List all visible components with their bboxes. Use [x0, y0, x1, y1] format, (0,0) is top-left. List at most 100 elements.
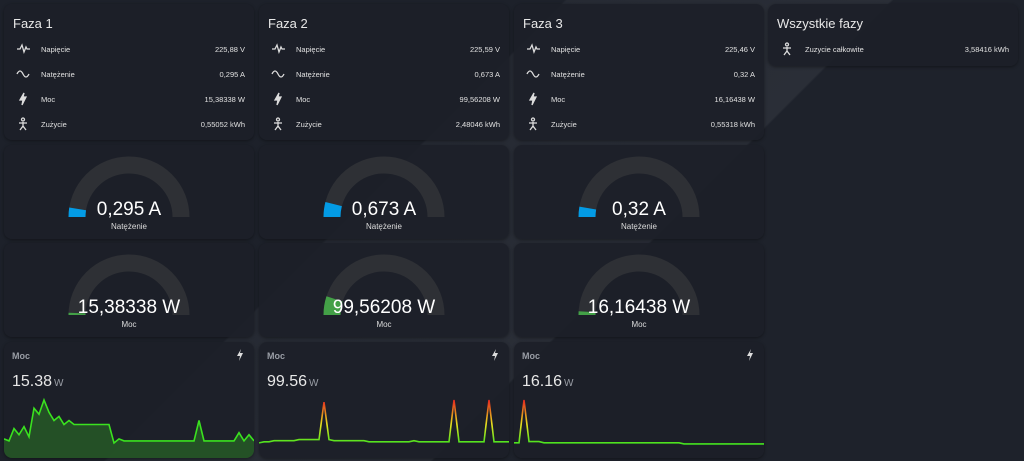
gauge-label: Natężenie [620, 222, 658, 231]
icon-path [237, 349, 243, 361]
icon-path [783, 42, 791, 56]
graph-unit: W [564, 378, 574, 389]
entity-row: Napięcie 225,59 V [259, 42, 509, 56]
gauge [323, 156, 445, 218]
gauge-track [68, 254, 190, 316]
icon-path [747, 349, 753, 361]
entity-label: Zużycie [551, 120, 577, 129]
icon-path [17, 43, 30, 55]
gauge-fill [323, 201, 342, 218]
entity-value: 0,295 A [219, 70, 245, 79]
icon [272, 43, 285, 55]
entity-row: Moc 99,56208 W [259, 92, 509, 106]
icon [16, 70, 30, 78]
entity-label: Zużycie [41, 120, 67, 129]
entity-label: Moc [41, 95, 56, 104]
entity-value: 0,55052 kWh [200, 120, 245, 129]
entity-label: Napięcie [551, 45, 581, 54]
gauge-card: 15,38338 W Moc [4, 243, 254, 337]
sparkline-line [514, 399, 764, 445]
entity-label: Moc [551, 95, 566, 104]
gauge-label: Moc [121, 320, 137, 329]
icon [492, 349, 498, 361]
icon [17, 43, 30, 55]
graph-card: Moc 15.38 W [4, 342, 254, 458]
gauge-value: 0,673 A [351, 199, 417, 220]
entity-label: Natężenie [41, 70, 75, 79]
entity-value: 99,56208 W [459, 95, 500, 104]
sparkline-line [259, 399, 509, 444]
gauge-track [578, 156, 700, 218]
phase-card: Faza 2 Napięcie 225,59 V Natężenie 0,673 A Mo… [259, 4, 509, 140]
gauge-value: 16,16438 W [587, 297, 691, 318]
entity-row: Moc 15,38338 W [4, 92, 254, 106]
entity-value: 16,16438 W [714, 95, 755, 104]
entity-row: Natężenie 0,295 A [4, 67, 254, 81]
icon-path [19, 117, 27, 131]
graph-value: 16.16 W [522, 373, 574, 390]
icon-path [528, 92, 538, 106]
gauge-fill [323, 296, 343, 316]
graph-title: Moc [12, 351, 30, 361]
entity-row: Napięcie 225,88 V [4, 42, 254, 56]
entity-value: 2,48046 kWh [455, 120, 500, 129]
card-title: Faza 1 [13, 16, 53, 31]
card-title: Wszystkie fazy [777, 16, 863, 31]
graph-card: Moc 16.16 W [514, 342, 764, 458]
icon [527, 43, 540, 55]
icon-path [527, 43, 540, 55]
graph-title: Moc [522, 351, 540, 361]
entity-label: Zuzycie całkowite [805, 45, 864, 54]
icon-path [271, 70, 285, 78]
icon [18, 92, 28, 106]
sparkline [4, 397, 254, 458]
phase-card: Faza 3 Napięcie 225,46 V Natężenie 0,32 A Moc… [514, 4, 764, 140]
gauge-label: Natężenie [365, 222, 403, 231]
gauge-value: 99,56208 W [332, 297, 436, 318]
entity-value: 225,88 V [214, 45, 245, 54]
gauge-value: 0,295 A [96, 199, 162, 220]
icon-path [272, 43, 285, 55]
gauge-card: 0,32 A Natężenie [514, 145, 764, 239]
gauge-track [68, 156, 190, 218]
icon-path [273, 92, 283, 106]
icon [274, 117, 282, 131]
icon [273, 92, 283, 106]
gauge-track [323, 156, 445, 218]
gauge-card: 0,673 A Natężenie [259, 145, 509, 239]
entity-label: Natężenie [296, 70, 330, 79]
entity-value: 0,673 A [474, 70, 500, 79]
entity-label: Moc [296, 95, 311, 104]
card-title: Faza 3 [523, 16, 563, 31]
entity-row: Zuzycie całkowite 3,58416 kWh [768, 42, 1018, 56]
entity-value: 3,58416 kWh [964, 45, 1009, 54]
icon-path [526, 70, 540, 78]
icon [783, 42, 791, 56]
sparkline-fill [259, 400, 509, 458]
icon [526, 70, 540, 78]
card-title: Faza 2 [268, 16, 308, 31]
icon-path [274, 117, 282, 131]
gauge-value: 0,32 A [612, 199, 666, 220]
entity-row: Natężenie 0,673 A [259, 67, 509, 81]
entity-row: Zużycie 2,48046 kWh [259, 117, 509, 131]
entity-label: Napięcie [296, 45, 326, 54]
gauge [323, 254, 445, 316]
gauge-label: Moc [631, 320, 647, 329]
entity-value: 15,38338 W [204, 95, 245, 104]
icon [19, 117, 27, 131]
icon [747, 349, 753, 361]
gauge-value: 15,38338 W [77, 297, 181, 318]
entity-row: Zużycie 0,55052 kWh [4, 117, 254, 131]
gauge-fill [68, 207, 87, 218]
gauge-card: 99,56208 W Moc [259, 243, 509, 337]
sparkline-fill [4, 400, 254, 458]
gauge-track [578, 254, 700, 316]
entity-value: 225,59 V [469, 45, 500, 54]
graph-value: 15.38 W [12, 373, 64, 390]
gauge-label: Natężenie [110, 222, 148, 231]
gauge-label: Moc [376, 320, 392, 329]
gauge-track [323, 254, 445, 316]
icon-path [18, 92, 28, 106]
